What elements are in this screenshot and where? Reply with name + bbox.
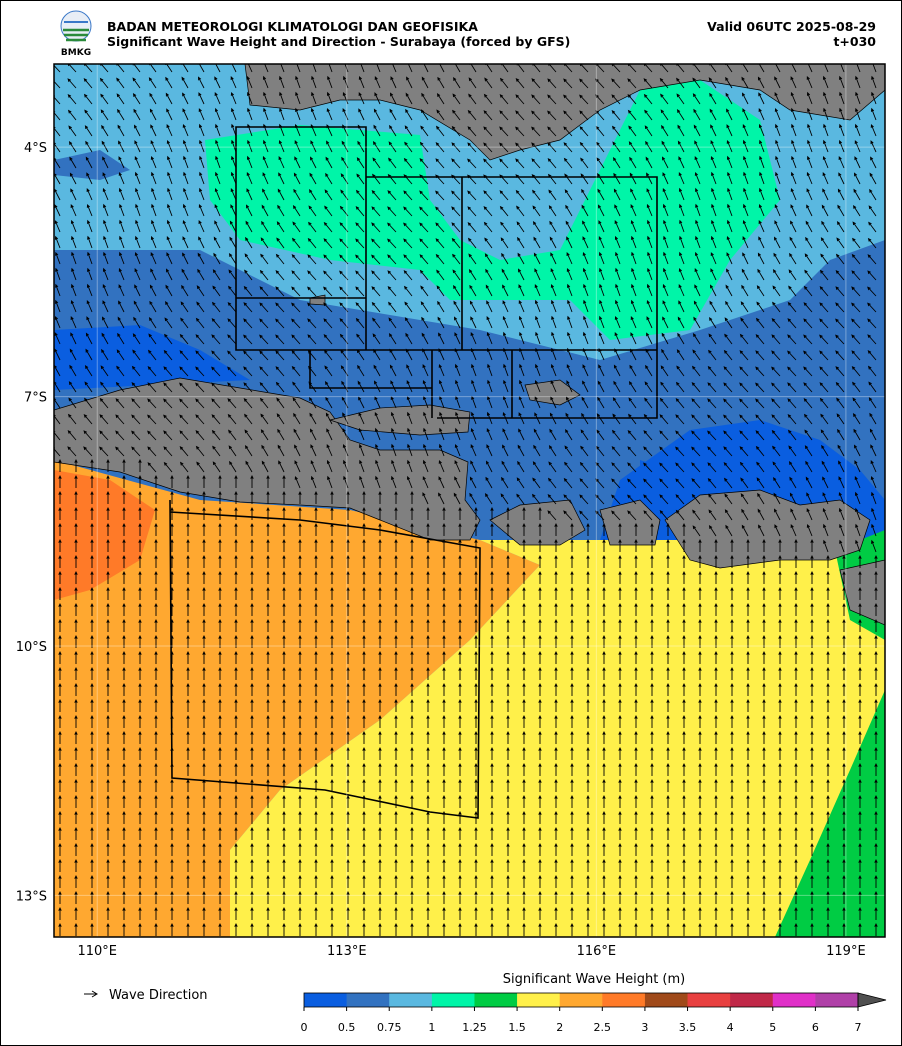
colorbar-tick-label: 2.5 — [594, 1021, 612, 1034]
valid-time: Valid 06UTC 2025-08-29 — [707, 19, 876, 34]
colorbar-segment — [431, 993, 475, 1007]
legend-label: Wave Direction — [109, 988, 208, 1003]
colorbar-segment — [517, 993, 561, 1007]
colorbar-tick-label: 2 — [556, 1021, 563, 1034]
colorbar-tick-label: 3.5 — [679, 1021, 697, 1034]
agency: BADAN METEOROLOGI KLIMATOLOGI DAN GEOFIS… — [107, 19, 478, 34]
sea-0-0.5 — [54, 325, 885, 540]
colorbar-segment — [730, 993, 774, 1007]
colorbar-tick-label: 0.75 — [377, 1021, 402, 1034]
map-frame — [53, 63, 886, 938]
sea-2.5-3 — [54, 470, 155, 600]
sea-1.5-2 — [230, 540, 885, 937]
map — [54, 64, 885, 937]
sea-2-2.5 — [54, 460, 540, 937]
legend-arrow-head — [91, 990, 98, 998]
sea-0.5-0.75 — [54, 150, 130, 180]
logo: BMKG — [60, 10, 92, 58]
colorbar-segment — [389, 993, 433, 1007]
forecast-zones — [169, 126, 658, 819]
sea-1-1.25 — [205, 80, 780, 340]
logo-text: BMKG — [61, 48, 91, 58]
colorbar-tick-label: 1 — [428, 1021, 435, 1034]
lon-tick-label: 110°E — [77, 944, 117, 959]
title: Significant Wave Height and Direction - … — [107, 34, 570, 49]
lat-tick-label: 13°S — [16, 889, 47, 904]
colorbar-tick-label: 5 — [769, 1021, 776, 1034]
lon-tick-label: 119°E — [826, 944, 866, 959]
lat-tick-label: 7°S — [24, 391, 47, 406]
lat-tick-label: 10°S — [16, 640, 47, 655]
colorbar-segment — [687, 993, 731, 1007]
colorbar-segment — [474, 993, 518, 1007]
colorbar-segment — [602, 993, 646, 1007]
colorbar-tick-label: 6 — [812, 1021, 819, 1034]
colorbar-title: Significant Wave Height (m) — [503, 972, 685, 987]
wave-arrows — [54, 64, 878, 936]
lead-time: t+030 — [833, 34, 876, 49]
lon-tick-label: 116°E — [577, 944, 617, 959]
colorbar-tick-label: 1.25 — [462, 1021, 487, 1034]
colorbar-tick-label: 0 — [301, 1021, 308, 1034]
colorbar-segment — [644, 993, 689, 1007]
colorbar-frame — [303, 992, 859, 1008]
colorbar-segment — [346, 993, 390, 1007]
colorbar-tick-label: 1.5 — [508, 1021, 526, 1034]
colorbar-tick-label: 4 — [727, 1021, 734, 1034]
colorbar-tick-label: 3 — [641, 1021, 648, 1034]
colorbar-tick-label: 0.5 — [338, 1021, 356, 1034]
colorbar-segment — [815, 993, 859, 1007]
colorbar-segment — [304, 993, 348, 1007]
sea-1.25-1.5 — [775, 530, 885, 937]
colorbar-tick-label: 7 — [855, 1021, 862, 1034]
lat-tick-label: 4°S — [24, 141, 47, 156]
lon-tick-label: 113°E — [327, 944, 367, 959]
colorbar-segment — [559, 993, 603, 1007]
colorbar-segment — [772, 993, 816, 1007]
